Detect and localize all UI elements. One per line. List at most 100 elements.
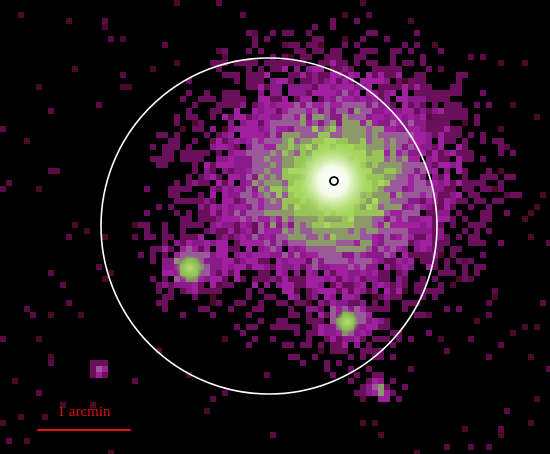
pixel — [276, 168, 282, 174]
pixel — [408, 18, 414, 24]
pixel — [270, 114, 276, 120]
pixel — [444, 156, 450, 162]
pixel — [438, 132, 444, 138]
pixel — [282, 234, 288, 240]
pixel — [342, 120, 348, 126]
pixel — [450, 282, 456, 288]
pixel — [186, 216, 192, 222]
pixel — [168, 144, 174, 150]
pixel — [150, 234, 156, 240]
pixel — [102, 372, 108, 378]
pixel — [426, 120, 432, 126]
pixel — [228, 306, 234, 312]
pixel — [306, 330, 312, 336]
pixel — [462, 168, 468, 174]
pixel — [378, 66, 384, 72]
pixel — [408, 234, 414, 240]
pixel — [222, 240, 228, 246]
pixel — [498, 432, 504, 438]
pixel — [282, 120, 288, 126]
pixel — [240, 276, 246, 282]
pixel — [222, 126, 228, 132]
pixel — [318, 66, 324, 72]
pixel — [324, 258, 330, 264]
pixel — [378, 294, 384, 300]
pixel — [504, 192, 510, 198]
pixel — [384, 234, 390, 240]
pixel — [210, 174, 216, 180]
pixel — [390, 174, 396, 180]
pixel — [372, 90, 378, 96]
pixel — [300, 216, 306, 222]
pixel — [258, 90, 264, 96]
pixel — [306, 270, 312, 276]
pixel — [438, 222, 444, 228]
pixel — [306, 132, 312, 138]
pixel — [324, 126, 330, 132]
pixel — [396, 78, 402, 84]
pixel — [336, 300, 342, 306]
pixel — [420, 168, 426, 174]
pixel — [402, 300, 408, 306]
pixel — [282, 66, 288, 72]
pixel — [348, 120, 354, 126]
pixel — [162, 144, 168, 150]
pixel — [432, 90, 438, 96]
pixel — [348, 114, 354, 120]
pixel — [222, 138, 228, 144]
pixel — [450, 216, 456, 222]
pixel — [264, 162, 270, 168]
pixel — [480, 174, 486, 180]
pixel — [330, 342, 336, 348]
pixel — [252, 144, 258, 150]
pixel — [378, 396, 384, 402]
pixel — [492, 174, 498, 180]
pixel — [336, 270, 342, 276]
pixel — [264, 144, 270, 150]
pixel — [426, 228, 432, 234]
pixel — [288, 354, 294, 360]
pixel — [324, 84, 330, 90]
pixel — [240, 132, 246, 138]
pixel — [354, 60, 360, 66]
pixel — [180, 150, 186, 156]
pixel — [336, 228, 342, 234]
pixel — [396, 150, 402, 156]
pixel — [444, 234, 450, 240]
pixel — [402, 282, 408, 288]
pixel — [438, 198, 444, 204]
pixel — [450, 198, 456, 204]
pixel — [198, 252, 204, 258]
pixel — [162, 294, 168, 300]
pixel — [264, 84, 270, 90]
pixel — [426, 168, 432, 174]
pixel — [216, 132, 222, 138]
pixel — [198, 210, 204, 216]
pixel — [300, 114, 306, 120]
center-marker — [329, 176, 339, 186]
pixel — [276, 210, 282, 216]
pixel — [276, 186, 282, 192]
pixel — [264, 264, 270, 270]
pixel — [204, 132, 210, 138]
pixel — [228, 102, 234, 108]
pixel — [372, 174, 378, 180]
pixel — [414, 222, 420, 228]
pixel — [414, 246, 420, 252]
pixel — [240, 204, 246, 210]
pixel — [252, 30, 258, 36]
pixel — [222, 252, 228, 258]
pixel — [258, 198, 264, 204]
pixel — [402, 210, 408, 216]
pixel — [144, 210, 150, 216]
pixel — [450, 162, 456, 168]
pixel — [210, 162, 216, 168]
pixel — [432, 288, 438, 294]
pixel — [318, 228, 324, 234]
pixel — [342, 228, 348, 234]
pixel — [48, 168, 54, 174]
pixel — [336, 108, 342, 114]
pixel — [330, 282, 336, 288]
pixel — [366, 276, 372, 282]
pixel — [360, 336, 366, 342]
